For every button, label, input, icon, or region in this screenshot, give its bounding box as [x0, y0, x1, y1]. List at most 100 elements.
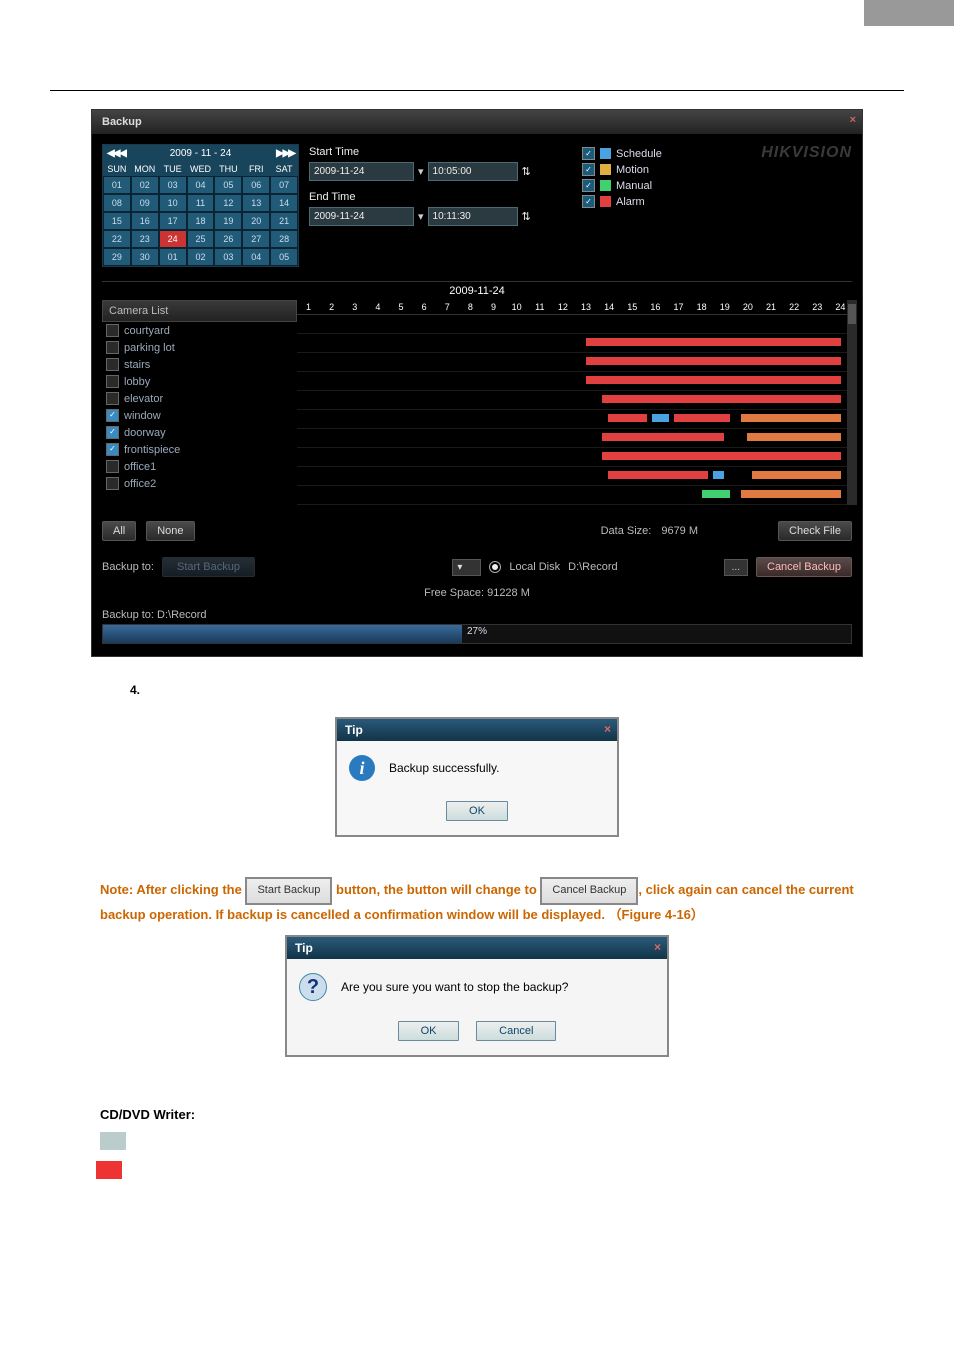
timeline-row[interactable] — [297, 429, 852, 448]
ok-button[interactable]: OK — [398, 1021, 460, 1041]
cal-day[interactable]: 16 — [131, 212, 159, 230]
cal-day[interactable]: 01 — [103, 176, 131, 194]
dropdown-icon[interactable]: ▾ — [418, 210, 424, 223]
cal-day[interactable]: 04 — [187, 176, 215, 194]
cal-day[interactable]: 01 — [159, 248, 187, 266]
cal-day[interactable]: 15 — [103, 212, 131, 230]
cal-day[interactable]: 14 — [270, 194, 298, 212]
dest-select[interactable]: ▾ — [452, 559, 481, 576]
cal-prev-icon[interactable]: ◀◀ ◀ — [107, 148, 125, 159]
camera-checkbox[interactable] — [106, 409, 119, 422]
cal-day[interactable]: 06 — [242, 176, 270, 194]
cal-day[interactable]: 25 — [187, 230, 215, 248]
cal-day[interactable]: 10 — [159, 194, 187, 212]
cal-day[interactable]: 30 — [131, 248, 159, 266]
cal-day[interactable]: 02 — [131, 176, 159, 194]
check-file-button[interactable]: Check File — [778, 521, 852, 541]
checkbox-icon[interactable]: ✓ — [582, 195, 595, 208]
dropdown-icon[interactable]: ▾ — [418, 165, 424, 178]
cancel-backup-button[interactable]: Cancel Backup — [756, 557, 852, 577]
cal-day[interactable]: 03 — [159, 176, 187, 194]
legend-item[interactable]: ✓Motion — [582, 163, 732, 176]
camera-checkbox[interactable] — [106, 392, 119, 405]
datasize-label: Data Size: — [601, 525, 652, 537]
camera-row[interactable]: office2 — [102, 475, 297, 492]
time-spinner-icon[interactable]: ⇅ — [522, 210, 536, 223]
time-spinner-icon[interactable]: ⇅ — [522, 165, 536, 178]
timeline-row[interactable] — [297, 410, 852, 429]
local-disk-radio[interactable] — [489, 561, 501, 573]
cal-day[interactable]: 19 — [214, 212, 242, 230]
cal-day[interactable]: 13 — [242, 194, 270, 212]
close-icon[interactable]: × — [654, 940, 661, 954]
cal-day[interactable]: 05 — [214, 176, 242, 194]
cal-day[interactable]: 04 — [242, 248, 270, 266]
start-date-input[interactable] — [309, 162, 414, 181]
cancel-button[interactable]: Cancel — [476, 1021, 556, 1041]
cal-next-icon[interactable]: ▶ ▶▶ — [276, 148, 294, 159]
close-icon[interactable]: × — [604, 722, 611, 736]
legend-item[interactable]: ✓Manual — [582, 179, 732, 192]
cal-day[interactable]: 28 — [270, 230, 298, 248]
cal-day[interactable]: 23 — [131, 230, 159, 248]
select-all-button[interactable]: All — [102, 521, 136, 541]
camera-row[interactable]: doorway — [102, 424, 297, 441]
camera-row[interactable]: elevator — [102, 390, 297, 407]
cal-day[interactable]: 02 — [187, 248, 215, 266]
start-backup-button[interactable]: Start Backup — [162, 557, 255, 577]
cal-day[interactable]: 17 — [159, 212, 187, 230]
end-time-input[interactable] — [428, 207, 518, 226]
select-none-button[interactable]: None — [146, 521, 194, 541]
cal-day[interactable]: 24 — [159, 230, 187, 248]
cal-day[interactable]: 22 — [103, 230, 131, 248]
cal-day[interactable]: 29 — [103, 248, 131, 266]
checkbox-icon[interactable]: ✓ — [582, 179, 595, 192]
camera-checkbox[interactable] — [106, 324, 119, 337]
timeline-scrollbar[interactable] — [847, 300, 857, 505]
camera-checkbox[interactable] — [106, 426, 119, 439]
cal-day[interactable]: 05 — [270, 248, 298, 266]
end-date-input[interactable] — [309, 207, 414, 226]
legend-item[interactable]: ✓Schedule — [582, 147, 732, 160]
checkbox-icon[interactable]: ✓ — [582, 163, 595, 176]
timeline-row[interactable] — [297, 467, 852, 486]
close-icon[interactable]: × — [850, 114, 856, 126]
timeline-row[interactable] — [297, 486, 852, 505]
timeline-row[interactable] — [297, 334, 852, 353]
cal-day[interactable]: 08 — [103, 194, 131, 212]
camera-checkbox[interactable] — [106, 460, 119, 473]
timeline-row[interactable] — [297, 353, 852, 372]
camera-checkbox[interactable] — [106, 477, 119, 490]
cal-day[interactable]: 27 — [242, 230, 270, 248]
camera-row[interactable]: parking lot — [102, 339, 297, 356]
ok-button[interactable]: OK — [446, 801, 508, 821]
camera-checkbox[interactable] — [106, 443, 119, 456]
legend-item[interactable]: ✓Alarm — [582, 195, 732, 208]
camera-row[interactable]: frontispiece — [102, 441, 297, 458]
camera-checkbox[interactable] — [106, 341, 119, 354]
camera-row[interactable]: office1 — [102, 458, 297, 475]
camera-row[interactable]: lobby — [102, 373, 297, 390]
cal-day[interactable]: 11 — [187, 194, 215, 212]
checkbox-icon[interactable]: ✓ — [582, 147, 595, 160]
calendar[interactable]: ◀◀ ◀ 2009 - 11 - 24 ▶ ▶▶ SUNMONTUEWEDTHU… — [102, 144, 299, 267]
start-time-input[interactable] — [428, 162, 518, 181]
camera-row[interactable]: courtyard — [102, 322, 297, 339]
cal-day[interactable]: 09 — [131, 194, 159, 212]
camera-row[interactable]: window — [102, 407, 297, 424]
camera-row[interactable]: stairs — [102, 356, 297, 373]
cal-day[interactable]: 21 — [270, 212, 298, 230]
cal-day[interactable]: 07 — [270, 176, 298, 194]
timeline-row[interactable] — [297, 391, 852, 410]
cal-day[interactable]: 18 — [187, 212, 215, 230]
cal-day[interactable]: 03 — [214, 248, 242, 266]
timeline-row[interactable] — [297, 448, 852, 467]
cal-day[interactable]: 12 — [214, 194, 242, 212]
camera-checkbox[interactable] — [106, 358, 119, 371]
timeline-row[interactable] — [297, 315, 852, 334]
cal-day[interactable]: 20 — [242, 212, 270, 230]
timeline-row[interactable] — [297, 372, 852, 391]
camera-checkbox[interactable] — [106, 375, 119, 388]
cal-day[interactable]: 26 — [214, 230, 242, 248]
browse-button[interactable]: ... — [724, 559, 748, 576]
